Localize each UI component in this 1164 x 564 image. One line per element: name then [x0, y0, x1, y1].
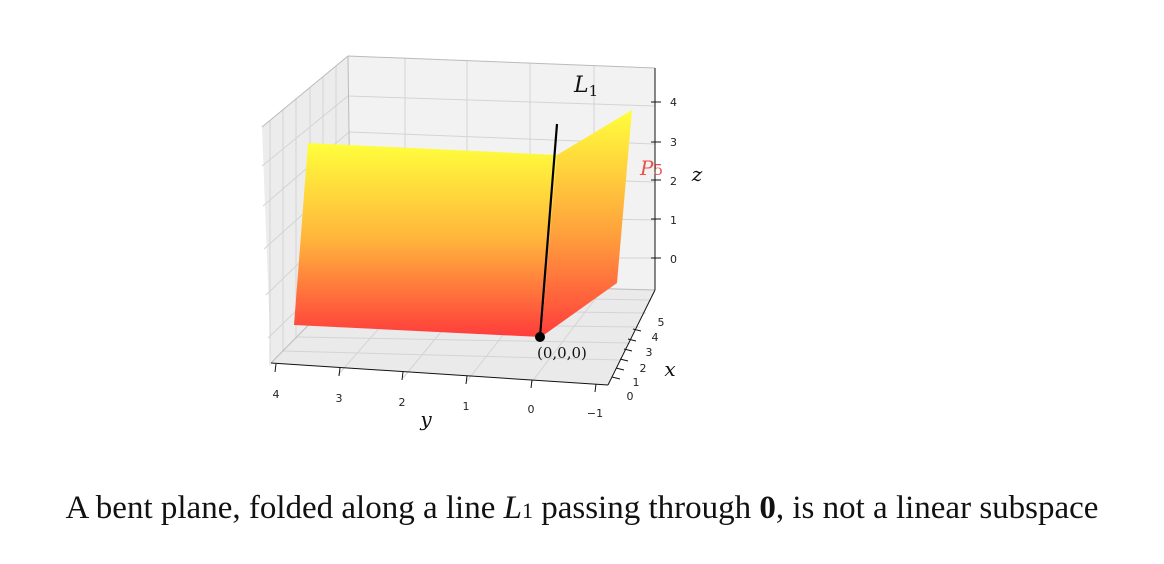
y-tick-label: 4 — [273, 388, 280, 401]
x-tick-label: 2 — [640, 362, 647, 375]
figure-svg: 4 3 2 1 0 −1 y 0 1 2 3 4 5 x 4 3 2 1 0 z — [261, 55, 703, 431]
x-tick-label: 3 — [646, 346, 653, 359]
axis-lines — [270, 68, 656, 386]
x-axis-ticks — [611, 328, 642, 380]
z-axis-label: z — [691, 162, 703, 186]
z-tick-label: 2 — [670, 175, 677, 188]
line-label-L1: L1 — [573, 73, 598, 100]
z-axis-ticks — [651, 101, 661, 259]
fold-line-L1 — [538, 123, 559, 338]
plane-wing-face — [541, 110, 632, 337]
plane-label-sub: 5 — [653, 161, 663, 179]
z-tick-label: 3 — [670, 136, 677, 149]
caption-middle: passing through — [532, 490, 760, 526]
caption-suffix: , is not a linear subspace — [775, 490, 1099, 526]
y-axis-label: y — [419, 407, 432, 431]
caption-line-main: L — [503, 490, 522, 526]
caption-prefix: A bent plane, folded along a line — [65, 490, 504, 526]
y-axis-ticks — [274, 363, 597, 393]
x-tick-label: 5 — [658, 316, 665, 329]
plane-label-P5: P5 — [639, 156, 663, 180]
x-tick-labels: 0 1 2 3 4 5 — [627, 316, 665, 403]
x-tick-label: 1 — [633, 376, 640, 389]
origin-point — [535, 332, 545, 342]
line-label-main: L — [573, 73, 589, 98]
y-tick-labels: 4 3 2 1 0 −1 — [273, 388, 604, 420]
plane-label-main: P — [639, 156, 654, 180]
line-label-sub: 1 — [589, 82, 599, 100]
z-tick-label: 4 — [670, 96, 677, 109]
z-tick-label: 1 — [670, 214, 677, 227]
y-tick-label: 0 — [528, 403, 535, 416]
caption-zero-vector: 0 — [759, 490, 776, 526]
origin-label: (0,0,0) — [537, 344, 587, 362]
y-tick-label: 3 — [336, 392, 343, 405]
caption-line-sub: 1 — [521, 498, 533, 523]
x-tick-label: 4 — [652, 331, 659, 344]
z-tick-labels: 4 3 2 1 0 — [670, 96, 677, 266]
x-tick-label: 0 — [627, 390, 634, 403]
x-axis-label: x — [664, 357, 675, 381]
y-tick-label: 1 — [463, 400, 470, 413]
z-tick-label: 0 — [670, 253, 677, 266]
figure-caption: A bent plane, folded along a line L1 pas… — [0, 490, 1164, 527]
bent-plane-figure: 4 3 2 1 0 −1 y 0 1 2 3 4 5 x 4 3 2 1 0 z — [261, 55, 703, 431]
y-tick-label: 2 — [399, 396, 406, 409]
y-tick-label: −1 — [587, 407, 603, 420]
plane-main-face — [294, 143, 557, 337]
